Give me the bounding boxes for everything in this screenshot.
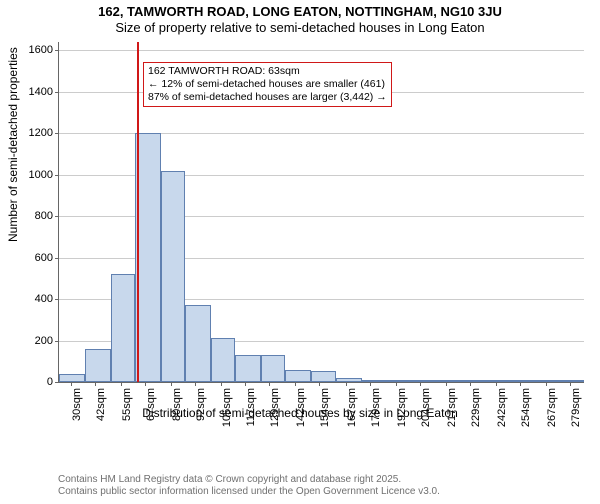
footer-line2: Contains public sector information licen… [58,486,440,498]
callout-box: 162 TAMWORTH ROAD: 63sqm← 12% of semi-de… [143,62,392,107]
histogram-bar [512,380,536,382]
histogram-bar [412,380,436,382]
x-tick-mark [145,382,146,386]
y-tick-mark [55,258,59,259]
histogram-bar [59,374,85,382]
x-tick-mark [71,382,72,386]
x-tick-mark [195,382,196,386]
y-tick-mark [55,216,59,217]
histogram-bar [211,338,235,382]
histogram-bar [386,380,412,382]
x-tick-mark [570,382,571,386]
y-tick-label: 400 [35,293,53,305]
chart-title-line1: 162, TAMWORTH ROAD, LONG EATON, NOTTINGH… [0,4,600,19]
histogram-bar [185,305,211,382]
x-tick-mark [319,382,320,386]
x-tick-mark [295,382,296,386]
x-tick-mark [121,382,122,386]
y-tick-mark [55,92,59,93]
callout-line2: ← 12% of semi-detached houses are smalle… [148,78,387,91]
x-tick-mark [470,382,471,386]
y-tick-mark [55,382,59,383]
x-tick-mark [269,382,270,386]
x-tick-mark [171,382,172,386]
plot-area: 0200400600800100012001400160030sqm42sqm5… [58,42,584,383]
histogram-bar [536,380,562,382]
chart-title-line2: Size of property relative to semi-detach… [0,20,600,35]
histogram-bar [85,349,111,382]
x-tick-mark [520,382,521,386]
histogram-bar [486,380,512,382]
x-tick-mark [245,382,246,386]
y-tick-mark [55,133,59,134]
x-tick-mark [546,382,547,386]
y-tick-label: 1600 [29,44,53,56]
x-tick-mark [221,382,222,386]
x-tick-mark [496,382,497,386]
x-tick-mark [370,382,371,386]
y-tick-label: 200 [35,335,53,347]
y-tick-mark [55,341,59,342]
histogram-bar [311,371,335,382]
x-axis-label: Distribution of semi-detached houses by … [0,406,600,420]
histogram-bar [235,355,261,382]
footer-attribution: Contains HM Land Registry data © Crown c… [58,474,440,498]
y-tick-label: 600 [35,252,53,264]
histogram-bar [111,274,135,382]
y-tick-label: 1200 [29,127,53,139]
histogram-bar [261,355,285,382]
y-tick-label: 800 [35,210,53,222]
footer-line1: Contains HM Land Registry data © Crown c… [58,474,440,486]
histogram-bar [285,370,311,382]
callout-line1: 162 TAMWORTH ROAD: 63sqm [148,65,387,78]
histogram-bar [336,378,362,382]
histogram-bar [462,380,486,382]
x-tick-mark [346,382,347,386]
x-tick-mark [420,382,421,386]
chart-container: Number of semi-detached properties 02004… [0,42,600,442]
y-tick-label: 1000 [29,169,53,181]
x-tick-mark [95,382,96,386]
histogram-bar [161,171,185,382]
x-tick-mark [396,382,397,386]
y-tick-label: 1400 [29,86,53,98]
histogram-bar [562,380,584,382]
y-axis-label: Number of semi-detached properties [6,47,20,242]
y-tick-mark [55,299,59,300]
histogram-bar [362,380,386,382]
y-tick-mark [55,175,59,176]
x-tick-mark [446,382,447,386]
y-tick-label: 0 [47,376,53,388]
reference-line [137,42,139,382]
callout-line3: 87% of semi-detached houses are larger (… [148,91,387,104]
y-tick-mark [55,50,59,51]
histogram-bar [436,380,462,382]
